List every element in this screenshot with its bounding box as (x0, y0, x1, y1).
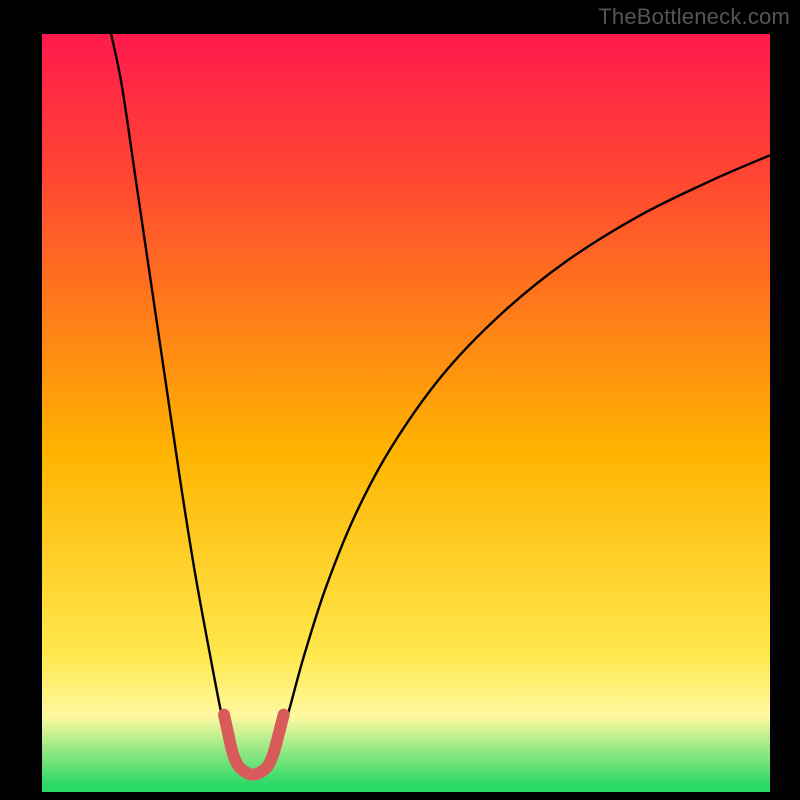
bottleneck-curve-svg (42, 34, 770, 792)
curve-right-branch (274, 155, 770, 755)
curve-left-branch (111, 34, 233, 756)
plot-gradient-area (42, 34, 770, 792)
watermark-text: TheBottleneck.com (598, 4, 790, 30)
curve-minimum-highlight (224, 715, 284, 775)
